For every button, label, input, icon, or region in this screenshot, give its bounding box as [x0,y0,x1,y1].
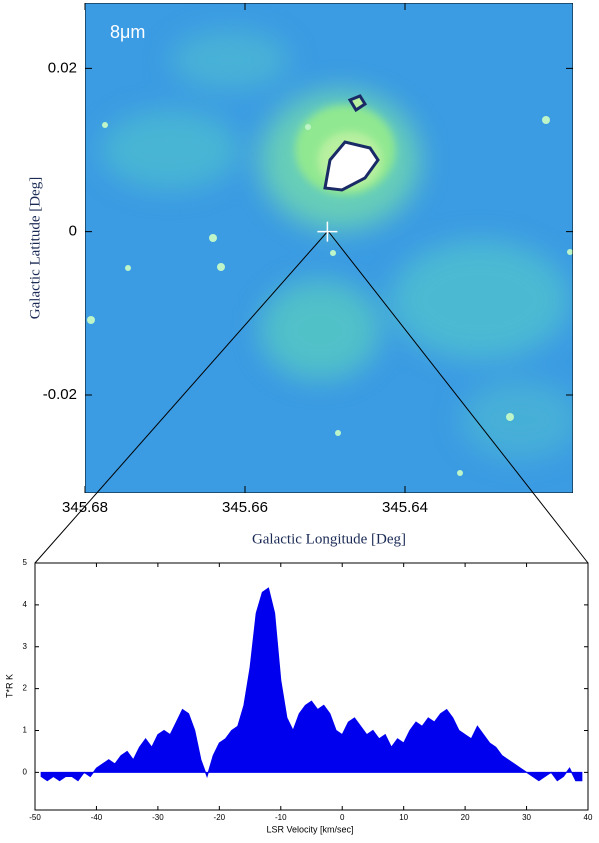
plot-frame [34,562,589,811]
y-axis-label: Galactic Latitude [Deg] [27,177,43,319]
x-axis-label: LSR Velocity [km/sec] [266,824,353,834]
marker [317,221,338,242]
x-tick-label: -20 [214,813,226,822]
y-tick-label: 1 [23,726,28,735]
y-tick-label: 4 [23,600,28,609]
x-tick-label: 345.68 [62,499,108,516]
y-tick-label: 3 [23,642,28,651]
zoom-line [34,230,329,564]
y-tick-label: 0.02 [48,59,77,76]
y-tick-label: 0 [23,767,28,776]
y-tick-label: 5 [23,558,28,567]
x-tick-label: 10 [399,813,408,822]
x-tick-label: 30 [522,813,531,822]
x-tick-label: 0 [340,813,345,822]
x-tick-label: 345.64 [382,499,428,516]
zoom-line [327,230,589,564]
y-tick-label: -0.02 [43,386,77,403]
y-tick-label: 0 [69,223,77,240]
x-axis-label: Galactic Longitude [Deg] [252,531,406,547]
annotation: 8μm [110,22,145,42]
x-tick-label: 20 [461,813,470,822]
x-tick-label: -10 [275,813,287,822]
spectrum-area [40,587,583,782]
x-tick-label: -30 [152,813,164,822]
x-tick-label: -40 [91,813,103,822]
x-tick-label: 345.66 [222,499,268,516]
x-tick-label: -50 [29,813,41,822]
x-tick-label: 40 [584,813,593,822]
y-axis-label: T*R K [4,674,14,698]
y-tick-label: 2 [23,684,28,693]
infrared-image [85,3,573,493]
